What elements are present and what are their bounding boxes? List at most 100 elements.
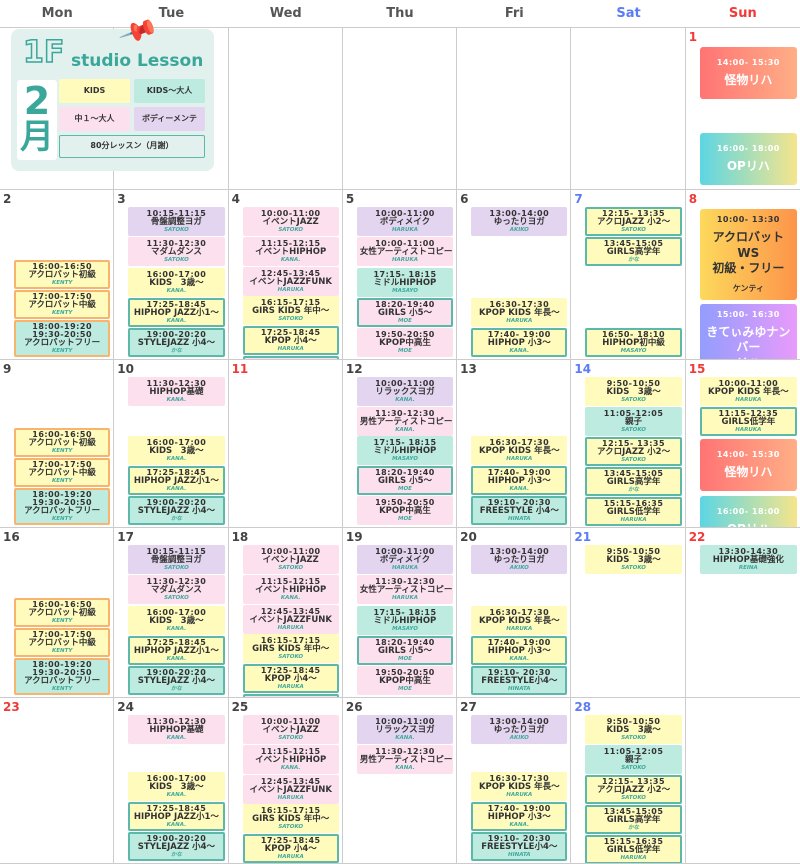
lesson-event[interactable]: 17:40- 19:00 HIPHOP 小3〜 KANA. [471, 466, 568, 495]
lesson-event[interactable]: 11:05-12:05 親子 SATOKO [585, 745, 682, 774]
lesson-event[interactable]: 19:05-20:25JAZZ 小5〜じゅね [242, 694, 339, 697]
lesson-event[interactable]: 19:05-20:25JAZZ 小5〜じゅね [242, 356, 339, 359]
lesson-event[interactable]: 18:20-19:40 GIRLS 小5〜 MOE [356, 466, 454, 495]
day-cell[interactable]: 28 9:50-10:50 KIDS 3歳〜 SATOKO 11:05-12:05 親子 S… [571, 698, 686, 864]
lesson-event[interactable]: 16:00-17:00 KIDS 3歳〜 KANA. [128, 268, 225, 297]
lesson-event[interactable]: 18:20-19:40 GIRLS 小5〜 MOE [356, 636, 454, 665]
lesson-event[interactable]: 13:00-14:00 ゆったりヨガ AKIKO [471, 207, 568, 236]
lesson-event[interactable]: 17:25-18:45 HIPHOP JAZZ小1〜 KANA. [128, 466, 225, 495]
lesson-event[interactable]: 19:10- 20:30 FREESTYLE 小4〜 HINATA [471, 496, 568, 525]
day-cell[interactable]: 11 [228, 360, 343, 528]
lesson-event[interactable]: 13:00-14:00 ゆったりヨガ AKIKO [471, 545, 568, 574]
day-cell[interactable]: 27 13:00-14:00 ゆったりヨガ AKIKO 16:30-17:30 KPOP … [457, 698, 572, 864]
lesson-event[interactable]: 11:30-12:30 HIPHOP基礎 KANA. [128, 377, 225, 406]
lesson-event[interactable]: 11:30-12:30 マダムダンス SATOKO [128, 237, 225, 266]
lesson-event[interactable]: 17:25-18:45 KPOP 小4〜 HARUKA [242, 326, 339, 355]
special-event[interactable]: 14:00- 15:30 怪物リハ [699, 439, 797, 491]
day-cell[interactable]: 22 13:30-14:30 HIPHOP基礎強化 REINA [685, 528, 800, 698]
lesson-event[interactable]: 17:25-18:45 HIPHOP JAZZ小1〜 KANA. [128, 636, 225, 665]
day-cell[interactable]: 26 10:00-11:00 リラックスヨガ KANA. 11:30-12:30 男性アー… [342, 698, 458, 864]
lesson-event[interactable]: 11:30-12:30 男性アーティストコピー KANA. [356, 407, 454, 436]
lesson-event[interactable]: 16:15-17:15 GIRS KIDS 年中〜 SATOKO [242, 634, 339, 663]
lesson-event[interactable]: 11:30-12:30 女性アーティストコピー HARUKA [356, 575, 454, 604]
lesson-event[interactable]: 11:15-12:15 イベントHIPHOP KANA. [242, 237, 339, 266]
lesson-event[interactable]: 10:15-11:15 骨盤調整ヨガ SATOKO [128, 545, 225, 574]
lesson-event[interactable]: 9:50-10:50 KIDS 3歳〜 SATOKO [585, 377, 682, 406]
day-cell[interactable]: 18 10:00-11:00 イベントJAZZ SATOKO 11:15-12:15 イベ… [228, 528, 343, 698]
lesson-event[interactable]: 10:15-11:15 骨盤調整ヨガ SATOKO [128, 207, 225, 236]
special-event[interactable]: 16:00- 18:00 OPリハ [699, 133, 797, 185]
day-cell[interactable]: 24 11:30-12:30 HIPHOP基礎 KANA. 16:00-17:00 KID… [114, 698, 229, 864]
lesson-event[interactable]: 17:15- 18:15 ミドルHIPHOP MASAYO [356, 268, 454, 297]
lesson-event[interactable]: 13:30-14:30 HIPHOP基礎強化 REINA [699, 545, 797, 574]
lesson-event[interactable]: 15:15-16:35 GIRLS低学年 HARUKA [585, 497, 682, 526]
day-cell[interactable] [685, 698, 800, 864]
lesson-event[interactable]: 16:15-17:15 GIRS KIDS 年中〜 SATOKO [242, 296, 339, 325]
day-cell[interactable]: 10 11:30-12:30 HIPHOP基礎 KANA. 16:00-17:00 KID… [114, 360, 229, 528]
day-cell[interactable] [114, 28, 229, 190]
lesson-event[interactable]: 16:00-17:00 KIDS 3歳〜 KANA. [128, 772, 225, 801]
lesson-event[interactable]: 12:45-13:45 イベントJAZZFUNK HARUKA [242, 605, 339, 634]
day-cell[interactable]: 23 [0, 698, 115, 864]
day-cell[interactable] [342, 28, 458, 190]
lesson-event[interactable]: 10:00-11:00 イベントJAZZ SATOKO [242, 207, 339, 236]
lesson-event[interactable]: 11:30-12:30 HIPHOP基礎 KANA. [128, 715, 225, 744]
lesson-event[interactable]: 19:50-20:50 KPOP中高生 MOE [356, 496, 454, 525]
day-cell[interactable]: 21 9:50-10:50 KIDS 3歳〜 SATOKO [571, 528, 686, 698]
lesson-event[interactable]: 16:00-16:50 アクロバット初級 KENTY [14, 428, 111, 457]
lesson-event[interactable]: 10:00-11:00 イベントJAZZ SATOKO [242, 545, 339, 574]
lesson-event[interactable]: 16:15-17:15 GIRS KIDS 年中〜 SATOKO [242, 804, 339, 833]
day-cell[interactable]: 4 10:00-11:00 イベントJAZZ SATOKO 11:15-12:15 イベン… [228, 190, 343, 360]
special-event[interactable]: 16:00- 18:00 OPリハ [699, 496, 797, 527]
lesson-event[interactable]: 16:00-16:50 アクロバット初級 KENTY [14, 598, 111, 627]
lesson-event[interactable]: 17:00-17:50 アクロバット中級 KENTY [14, 290, 111, 319]
lesson-event[interactable]: 19:00-20:20 STYLEJAZZ 小4〜 かな [128, 832, 225, 861]
lesson-event[interactable]: 17:15- 18:15 ミドルHIPHOP MASAYO [356, 606, 454, 635]
lesson-event[interactable]: 10:00-11:00 ボディメイク HARUKA [356, 207, 454, 236]
lesson-event[interactable]: 15:15-16:35 GIRLS低学年 HARUKA [585, 835, 682, 863]
day-cell[interactable]: 8 10:00- 13:30 アクロバット WS 初級・フリー ケンティ 15:00- … [685, 190, 800, 360]
lesson-event[interactable]: 9:50-10:50 KIDS 3歳〜 SATOKO [585, 545, 682, 574]
day-cell[interactable]: 13 16:30-17:30 KPOP KIDS 年長〜 HARUKA 17:40- 1… [457, 360, 572, 528]
lesson-event[interactable]: 10:00-11:00 KPOP KIDS 年長〜 HARUKA [699, 377, 797, 406]
lesson-event[interactable]: 13:45-15:05 GIRLS高学年 かな [585, 467, 682, 496]
day-cell[interactable]: 17 10:15-11:15 骨盤調整ヨガ SATOKO 11:30-12:30 マダムダ… [114, 528, 229, 698]
lesson-event[interactable]: 19:50-20:50 KPOP中高生 MOE [356, 328, 454, 357]
lesson-event[interactable]: 17:15- 18:15 ミドルHIPHOP MASAYO [356, 436, 454, 465]
day-cell[interactable]: 20 13:00-14:00 ゆったりヨガ AKIKO 16:30-17:30 KPOP … [457, 528, 572, 698]
lesson-event[interactable]: 19:00-20:20 STYLEJAZZ 小4〜 かな [128, 328, 225, 357]
lesson-event[interactable]: 18:00-19:20 19:30-20:50 アクロバットフリー KENTY [14, 658, 111, 695]
lesson-event[interactable]: 19:10- 20:30 FREESTYLE小4〜 HINATA [471, 666, 568, 695]
lesson-event[interactable]: 19:10- 20:30 FREESTYLE小4〜 HINATA [471, 832, 568, 861]
lesson-event[interactable]: 10:00-11:00 イベントJAZZ SATOKO [242, 715, 339, 744]
lesson-event[interactable]: 9:50-10:50 KIDS 3歳〜 SATOKO [585, 715, 682, 744]
special-event[interactable]: 14:00- 15:30 怪物リハ [699, 47, 797, 99]
lesson-event[interactable]: 17:25-18:45 HIPHOP JAZZ小1〜 KANA. [128, 802, 225, 831]
lesson-event[interactable]: 12:15- 13:35 アクロJAZZ 小2〜 SATOKO [585, 207, 682, 236]
lesson-event[interactable]: 11:15-12:15 イベントHIPHOP KANA. [242, 745, 339, 774]
lesson-event[interactable]: 13:45-15:05 GIRLS高学年 かな [585, 237, 682, 266]
lesson-event[interactable]: 12:45-13:45 イベントJAZZFUNK HARUKA [242, 775, 339, 804]
lesson-event[interactable]: 11:15-12:35 GIRLS低学年 HARUKA [699, 407, 797, 436]
lesson-event[interactable]: 11:15-12:15 イベントHIPHOP KANA. [242, 575, 339, 604]
lesson-event[interactable]: 17:40- 19:00 HIPHOP 小3〜 KANA. [471, 328, 568, 357]
lesson-event[interactable]: 12:45-13:45 イベントJAZZFUNK HARUKA [242, 267, 339, 296]
day-cell[interactable]: 12 10:00-11:00 リラックスヨガ KANA. 11:30-12:30 男性アー… [342, 360, 458, 528]
lesson-event[interactable]: 13:00-14:00 ゆったりヨガ AKIKO [471, 715, 568, 744]
lesson-event[interactable]: 12:15- 13:35 アクロJAZZ 小2〜 SATOKO [585, 437, 682, 466]
lesson-event[interactable]: 17:25-18:45 HIPHOP JAZZ小1〜 KANA. [128, 298, 225, 327]
day-cell[interactable]: 14 9:50-10:50 KIDS 3歳〜 SATOKO 11:05-12:05 親子 S… [571, 360, 686, 528]
lesson-event[interactable]: 10:00-11:00 女性アーティストコピー HARUKA [356, 237, 454, 266]
lesson-event[interactable]: 17:25-18:45 KPOP 小4〜 HARUKA [242, 834, 339, 863]
lesson-event[interactable]: 16:00-17:00 KIDS 3歳〜 KANA. [128, 436, 225, 465]
lesson-event[interactable]: 18:00-19:20 19:30-20:50 アクロバットフリー KENTY [14, 488, 111, 525]
day-cell[interactable]: 1 14:00- 15:30 怪物リハ 16:00- 18:00 OPリハ [685, 28, 800, 190]
lesson-event[interactable]: 17:00-17:50 アクロバット中級 KENTY [14, 628, 111, 657]
lesson-event[interactable]: 16:30-17:30 KPOP KIDS 年長〜 HARUKA [471, 606, 568, 635]
day-cell[interactable]: 5 10:00-11:00 ボディメイク HARUKA 10:00-11:00 女性アーテ… [342, 190, 458, 360]
lesson-event[interactable]: 19:50-20:50 KPOP中高生 MOE [356, 666, 454, 695]
day-cell[interactable]: 25 10:00-11:00 イベントJAZZ SATOKO 11:15-12:15 イベ… [228, 698, 343, 864]
day-cell[interactable]: 2 16:00-16:50 アクロバット初級 KENTY 17:00-17:50 アクロバ… [0, 190, 115, 360]
day-cell[interactable]: 7 12:15- 13:35 アクロJAZZ 小2〜 SATOKO 13:45-15:0… [571, 190, 686, 360]
